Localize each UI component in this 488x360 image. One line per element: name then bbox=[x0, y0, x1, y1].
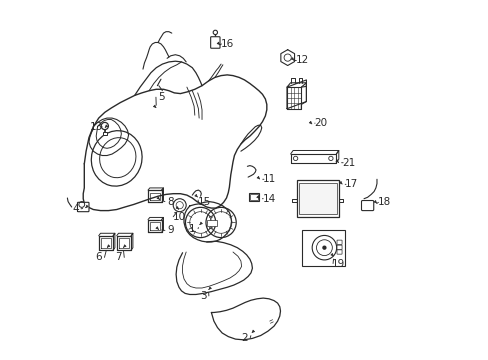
Text: 9: 9 bbox=[167, 225, 174, 235]
Text: 14: 14 bbox=[262, 194, 275, 204]
FancyBboxPatch shape bbox=[299, 183, 336, 214]
FancyBboxPatch shape bbox=[336, 250, 342, 254]
Text: 7: 7 bbox=[115, 252, 122, 262]
FancyBboxPatch shape bbox=[77, 202, 89, 212]
Text: 13: 13 bbox=[89, 122, 102, 132]
Circle shape bbox=[101, 122, 108, 130]
FancyBboxPatch shape bbox=[102, 132, 107, 135]
Text: 5: 5 bbox=[158, 92, 164, 102]
Text: 8: 8 bbox=[167, 197, 174, 207]
Circle shape bbox=[213, 30, 217, 35]
Text: 17: 17 bbox=[345, 179, 358, 189]
Text: 12: 12 bbox=[295, 55, 308, 66]
Text: 15: 15 bbox=[197, 197, 210, 207]
Text: 2: 2 bbox=[241, 333, 247, 343]
Text: 21: 21 bbox=[342, 158, 355, 168]
FancyBboxPatch shape bbox=[302, 230, 344, 266]
FancyBboxPatch shape bbox=[336, 240, 342, 244]
Circle shape bbox=[322, 246, 326, 250]
FancyBboxPatch shape bbox=[210, 37, 220, 48]
FancyBboxPatch shape bbox=[361, 201, 373, 211]
Text: 11: 11 bbox=[263, 174, 276, 184]
Text: 1: 1 bbox=[188, 224, 195, 234]
FancyBboxPatch shape bbox=[249, 194, 257, 200]
FancyBboxPatch shape bbox=[336, 245, 342, 249]
Text: 4: 4 bbox=[72, 204, 79, 214]
Text: 3: 3 bbox=[200, 291, 206, 301]
FancyBboxPatch shape bbox=[248, 193, 258, 201]
Text: 16: 16 bbox=[220, 39, 233, 49]
FancyBboxPatch shape bbox=[296, 180, 339, 217]
Text: 10: 10 bbox=[172, 212, 185, 222]
Text: 18: 18 bbox=[377, 197, 390, 207]
Text: 19: 19 bbox=[331, 258, 345, 269]
Text: 6: 6 bbox=[95, 252, 102, 262]
FancyBboxPatch shape bbox=[206, 220, 216, 226]
Text: 20: 20 bbox=[314, 118, 326, 128]
